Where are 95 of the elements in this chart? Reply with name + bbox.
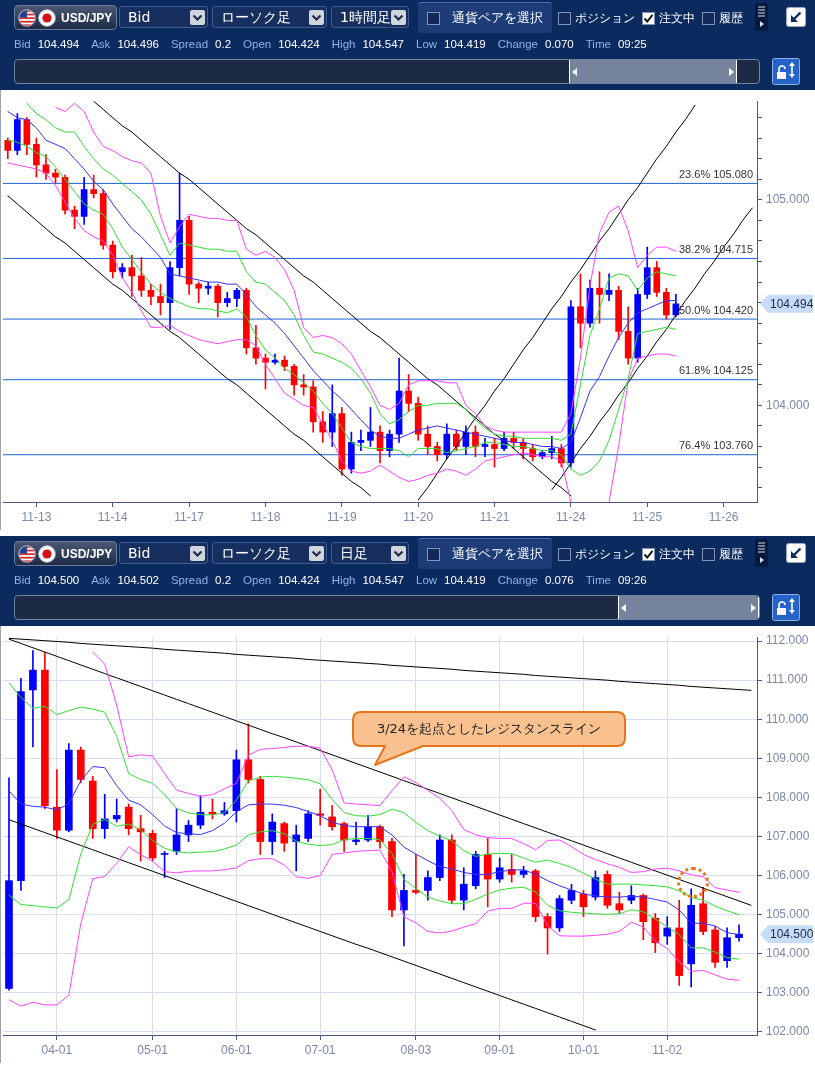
- x-tick-label: 04-01: [41, 1042, 73, 1057]
- text: Time: [585, 574, 611, 586]
- text: Low: [416, 38, 438, 50]
- text: Open: [243, 38, 272, 50]
- text: ポジション: [575, 10, 635, 27]
- text: 104.502: [117, 574, 159, 586]
- x-tick-label: 05-01: [137, 1042, 169, 1057]
- x-tick-label: 11-14: [97, 509, 128, 524]
- text: 注文中: [659, 546, 695, 563]
- x-tick-label: 10-01: [568, 1042, 600, 1057]
- candlestick: [316, 788, 324, 826]
- y-tick-label: 111.000: [766, 672, 808, 687]
- y-tick-label: 104.000: [766, 946, 810, 961]
- select-button: 通貨ペアを選択: [418, 538, 552, 569]
- text: 104.547: [362, 574, 404, 586]
- text: 104.496: [117, 38, 159, 50]
- text: 104.494: [770, 297, 814, 312]
- ref-line-label: 61.8% 104.125: [678, 364, 753, 377]
- y-tick-label: 104.000: [766, 397, 810, 412]
- text: Change: [497, 38, 538, 50]
- text: Bid: [14, 38, 31, 50]
- text: 0.2: [215, 574, 232, 586]
- y-tick-label: 108.000: [766, 789, 810, 804]
- x-tick-label: 11-19: [326, 509, 358, 524]
- x-tick-label: 07-01: [304, 1042, 336, 1057]
- text: 0.076: [544, 574, 574, 586]
- currency-pair-button: USD/JPY: [14, 541, 117, 566]
- text: 104.419: [444, 574, 486, 586]
- x-tick-label: 06-01: [221, 1042, 253, 1057]
- candlestick: [412, 854, 420, 895]
- candlestick: [112, 798, 121, 823]
- x-tick-label: 11-20: [403, 509, 434, 524]
- x-tick-label: 11-18: [250, 509, 281, 524]
- text: 104.424: [278, 38, 320, 50]
- candlestick: [29, 650, 37, 748]
- candlestick: [357, 429, 365, 451]
- text: ポジション: [575, 546, 635, 563]
- ref-line-label: 23.6% 105.080: [678, 167, 753, 180]
- select-button: 通貨ペアを選択: [418, 2, 552, 33]
- ref-line-label: 50.0% 104.420: [678, 303, 753, 316]
- text: Spread: [170, 38, 209, 50]
- x-tick-label: 11-17: [174, 509, 205, 524]
- text: 104.500: [37, 574, 80, 586]
- y-tick-label: 103.000: [766, 985, 810, 1000]
- text: 0.2: [215, 38, 232, 50]
- y-tick-label: 105.000: [766, 906, 810, 921]
- y-tick-label: 106.000: [766, 867, 810, 882]
- dropdown: ローソク足: [212, 6, 327, 28]
- text: High: [331, 38, 356, 50]
- text: 104.547: [362, 38, 404, 50]
- text: High: [331, 574, 356, 586]
- text: 注文中: [659, 10, 695, 27]
- text: 104.424: [278, 574, 320, 586]
- chart-title: USD/JPY: [61, 10, 113, 25]
- text: 104.494: [37, 38, 80, 50]
- text: Change: [497, 574, 538, 586]
- text: 0.070: [544, 38, 574, 50]
- y-tick-label: 110.000: [766, 711, 809, 726]
- dropdown: ローソク足: [212, 542, 327, 564]
- chart-title: USD/JPY: [61, 546, 113, 561]
- y-tick-label: 112.000: [766, 633, 809, 648]
- text: Bid: [14, 574, 31, 586]
- y-tick-label: 107.000: [766, 828, 810, 843]
- dropdown: Bid: [119, 542, 208, 564]
- y-tick-label: 102.000: [766, 1024, 810, 1039]
- dropdown: Bid: [119, 6, 208, 28]
- text: Open: [243, 574, 272, 586]
- text: Spread: [170, 574, 209, 586]
- text: 履歴: [719, 10, 743, 27]
- text: 09:25: [617, 38, 647, 50]
- text: Time: [585, 38, 611, 50]
- text: 履歴: [719, 546, 743, 563]
- text: Ask: [91, 38, 111, 50]
- y-tick-label: 109.000: [766, 750, 810, 765]
- text: 104.419: [444, 38, 486, 50]
- text: Ask: [91, 574, 111, 586]
- x-tick-label: 08-03: [400, 1042, 432, 1057]
- text: 09:26: [617, 574, 647, 586]
- annotation: 3/24を起点としたレジスタンスライン: [375, 720, 603, 738]
- candlestick: [352, 821, 360, 846]
- x-tick-label: 11-25: [632, 509, 663, 524]
- x-tick-label: 11-21: [479, 509, 510, 524]
- y-tick-label: 105.000: [766, 192, 810, 207]
- candlestick: [481, 437, 489, 458]
- x-tick-label: 11-02: [652, 1042, 683, 1057]
- x-tick-label: 09-01: [484, 1042, 516, 1057]
- x-tick-label: 11-24: [555, 509, 587, 524]
- text: Low: [416, 574, 438, 586]
- x-tick-label: 11-13: [21, 509, 52, 524]
- dropdown: 日足: [331, 542, 409, 564]
- currency-pair-button: USD/JPY: [14, 5, 117, 30]
- x-tick-label: 11-26: [708, 509, 739, 524]
- ref-line-label: 76.4% 103.760: [678, 439, 753, 452]
- text: 104.500: [770, 927, 814, 942]
- dropdown: 1時間足: [331, 6, 409, 28]
